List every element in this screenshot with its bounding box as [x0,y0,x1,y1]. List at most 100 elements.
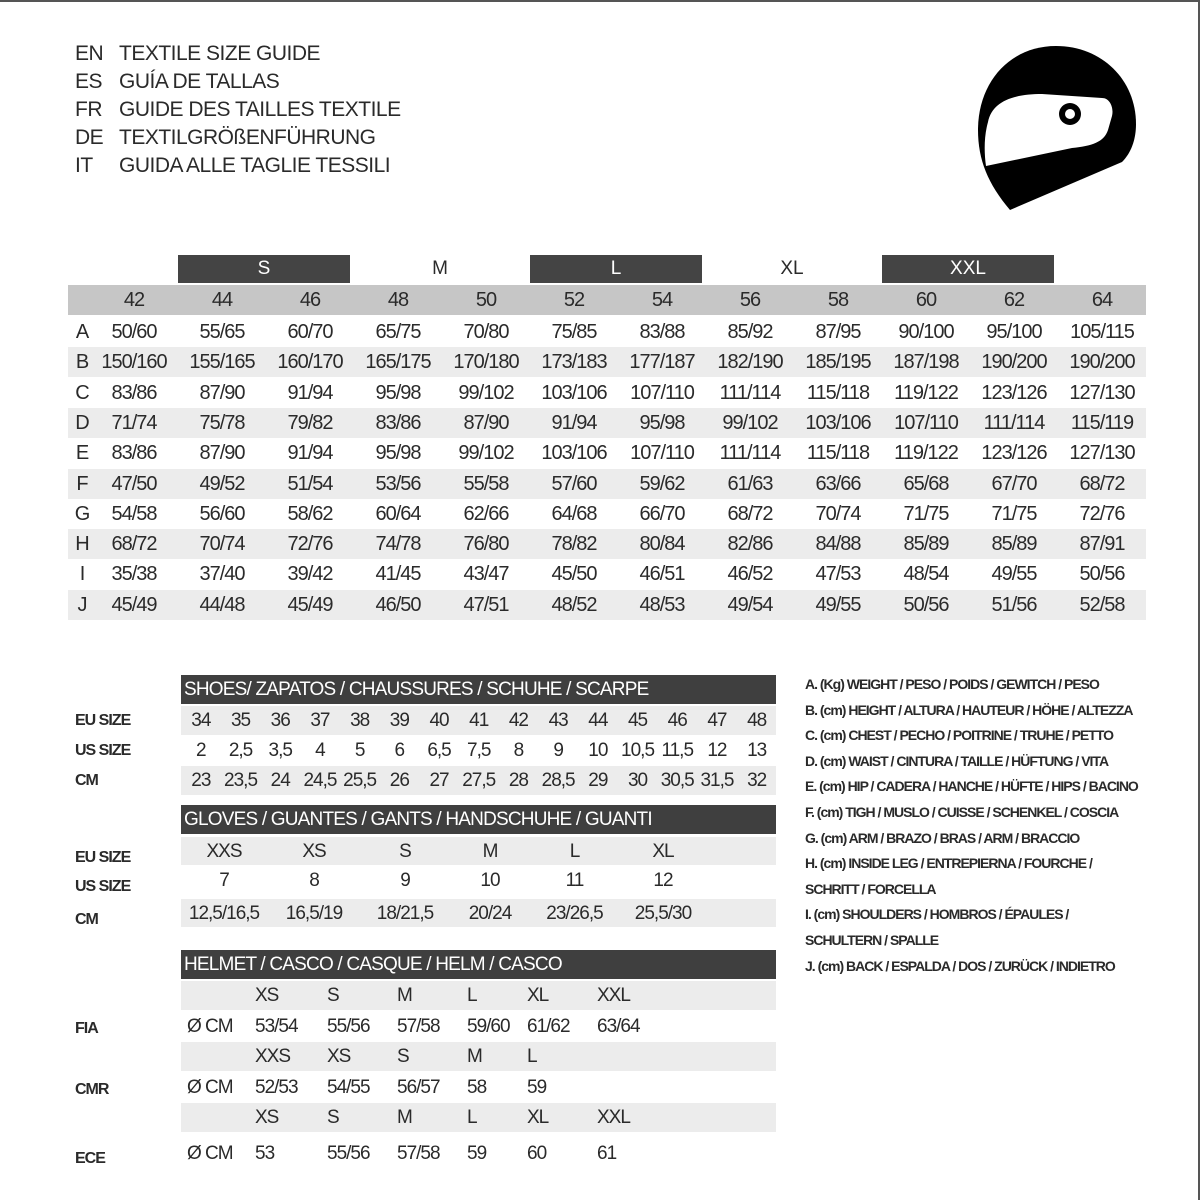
helmet-standard-label: CMR [75,1081,109,1098]
table-cell: 47/51 [463,593,509,616]
table-cell: 72/76 [1079,502,1125,525]
table-cell: 5 [354,740,366,761]
table-cell: 115/118 [806,442,870,465]
table-cell: 12,5/16,5 [188,903,260,924]
language-code: EN [75,42,104,65]
helmet-value: 61 [597,1143,617,1164]
table-cell: 107/110 [894,411,959,434]
table-cell: 61/63 [727,472,773,495]
table-cell: 20/24 [468,903,513,924]
table-cell: 67/70 [991,472,1037,495]
table-cell: 190/200 [1069,351,1135,374]
table-cell: 165/175 [365,351,431,374]
table-cell: 27,5 [462,770,496,791]
row-label: D [75,411,89,434]
helmet-value: 63/64 [597,1016,641,1037]
table-cell: 91/94 [287,442,333,465]
table-cell: 99/102 [722,411,778,434]
table-cell: 68/72 [111,533,157,556]
helmet-size: S [327,1107,340,1128]
table-cell: 64/68 [551,502,597,525]
table-cell: 74/78 [375,533,421,556]
size-number: 54 [651,289,673,311]
helmet-size: XS [255,1107,279,1128]
table-cell: 37 [310,710,330,731]
table-row: J 45/49 44/48 45/49 46/50 47/51 48/52 48/53 49/5… [68,589,1146,620]
title-line: EN TEXTILE SIZE GUIDE [75,40,401,68]
size-group-l: L [530,255,702,283]
table-cell: 46 [667,710,688,731]
table-cell: S [399,841,412,862]
table-cell: 45/49 [287,593,333,616]
table-cell: 59/62 [639,472,685,495]
table-cell: 70/74 [199,533,245,556]
table-cell: 173/183 [541,351,607,374]
helmet-size: L [467,985,478,1006]
table-cell: 51/54 [287,472,333,495]
table-row: 2 2,5 3,5 4 5 6 6,5 7,5 8 9 10 10,5 11,5 12 13 [181,736,776,765]
language-code: IT [75,154,93,177]
table-cell: 95/98 [639,411,685,434]
row-label: US SIZE [75,878,131,895]
table-row: B 150/160 155/165 160/170 165/175 170/180 173/… [68,347,1146,378]
table-cell: 127/130 [1069,442,1135,465]
table-cell: 85/89 [903,533,949,556]
table-row: 12,5/16,5 16,5/19 18/21,5 20/24 23/26,5 25,5/… [181,899,776,927]
helmet-value: 55/56 [327,1016,371,1037]
table-cell: 47/53 [815,563,861,586]
table-cell: 70/80 [463,321,509,343]
table-cell: 23,5 [224,770,258,791]
table-cell: 6,5 [427,740,451,761]
table-cell: 48 [747,710,767,731]
size-number: 44 [211,289,233,311]
table-cell: 27 [429,770,449,791]
table-cell: 71/75 [903,502,949,525]
helmet-size: M [467,1046,483,1067]
table-cell: 190/200 [981,351,1047,374]
table-cell: 31,5 [700,770,734,791]
table-row: D 71/74 75/78 79/82 83/86 87/90 91/94 95/98 99/1… [68,407,1146,438]
table-cell: 41/45 [375,563,421,586]
table-cell: 40 [429,710,449,731]
size-group-xxl: XXL [882,255,1054,283]
row-label: G [74,502,91,525]
table-cell: 11,5 [661,740,694,761]
helmet-value: 59 [527,1077,547,1098]
table-cell: 71/74 [111,411,157,434]
table-row: 34 35 36 37 38 39 40 41 42 43 44 45 46 47 48 [181,706,776,735]
table-cell: 119/122 [894,381,959,404]
table-cell: XS [302,841,326,862]
size-group-row: S M L XL XXL [0,255,1200,283]
table-cell: 35/38 [111,563,157,586]
table-cell: XXS [206,841,242,862]
table-cell: 111/114 [983,411,1046,434]
table-cell: 24 [270,770,291,791]
table-cell: 44 [588,710,608,731]
table-cell: 55/58 [463,472,509,495]
helmet-size: XXL [597,1107,631,1128]
helmet-size: XXL [597,985,631,1006]
table-cell: 9 [400,870,411,891]
table-cell: 28 [508,770,529,791]
table-cell: 38 [350,710,370,731]
table-cell: 85/89 [991,533,1037,556]
title-text: GUIDE DES TAILLES TEXTILE [119,98,401,121]
row-label: CM [75,911,99,928]
helmet-size-row: XXS XS S M L [181,1042,776,1071]
table-cell: 13 [747,740,767,761]
measurement-legend: A. (Kg) WEIGHT / PESO / POIDS / GEWITCH … [805,672,1139,979]
legend-item: H. (cm) INSIDE LEG / ENTREPIERNA / FOURC… [805,855,1093,872]
row-label: B [75,351,89,374]
table-cell: 48/52 [551,593,597,616]
title-text: GUÍA DE TALLAS [119,70,280,93]
table-row: 7 8 9 10 11 12 [181,866,776,894]
size-number: 56 [739,289,761,311]
title-line: DE TEXTILGRÖßENFÜHRUNG [75,124,401,152]
helmet-size: XS [327,1046,351,1067]
title-line: IT GUIDA ALLE TAGLIE TESSILI [75,152,401,180]
table-cell: 54/58 [111,502,157,525]
table-cell: 36 [270,710,291,731]
table-cell: 12 [707,740,727,761]
size-group-m: M [432,258,448,279]
